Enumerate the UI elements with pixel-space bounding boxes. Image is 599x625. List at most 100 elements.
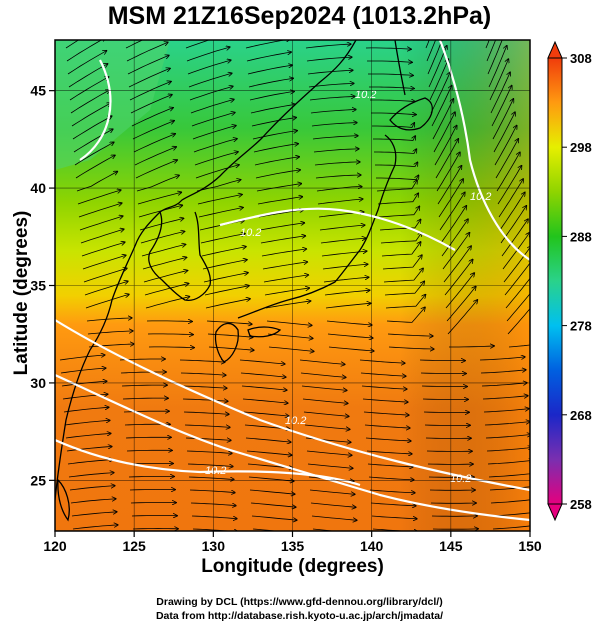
streamline: [64, 420, 110, 426]
streamline: [147, 334, 193, 335]
streamline: [239, 359, 285, 364]
streamline: [179, 360, 225, 362]
streamline: [188, 476, 234, 480]
streamline: [84, 281, 128, 296]
streamline: [126, 42, 168, 62]
streamline: [304, 424, 350, 429]
plot-area: 10.2 10.2 10.2 10.2 10.2 10.2: [55, 40, 530, 531]
streamline: [192, 528, 238, 531]
streamline: [379, 220, 421, 231]
streamline: [134, 147, 176, 166]
x-tick-label: 135: [281, 538, 305, 554]
streamline: [129, 82, 171, 101]
streamline: [135, 160, 177, 179]
streamline: [249, 489, 295, 494]
streamline: [375, 162, 418, 168]
streamline: [83, 268, 127, 283]
streamline: [488, 46, 507, 88]
streamline: [257, 197, 302, 205]
colorbar-ticks: 258 268 278 288 298 308: [562, 51, 592, 512]
streamline: [430, 72, 450, 114]
streamline: [433, 112, 455, 153]
streamline: [188, 73, 232, 88]
streamline: [482, 396, 528, 400]
x-tick-label: 150: [518, 538, 542, 554]
streamline: [443, 246, 471, 283]
streamline: [255, 170, 300, 179]
cool-northwest-region: [55, 40, 170, 170]
streamline: [369, 87, 414, 89]
streamline: [380, 233, 422, 244]
streamline: [388, 347, 434, 349]
streamline: [492, 99, 513, 140]
streamline: [243, 411, 289, 416]
streamline: [186, 450, 232, 453]
streamline: [77, 190, 121, 205]
china-coast: [55, 245, 136, 501]
streamline: [317, 199, 363, 205]
streamline: [326, 320, 372, 325]
streamline: [265, 301, 311, 309]
y-tick-label: 35: [30, 278, 46, 294]
streamline: [71, 512, 117, 517]
streamline: [508, 344, 530, 348]
streamline: [436, 152, 460, 192]
streamline: [435, 139, 458, 179]
streamline: [306, 450, 352, 455]
streamline: [250, 502, 296, 507]
streamline: [424, 425, 470, 426]
streamline: [245, 437, 291, 442]
streamline: [252, 528, 298, 531]
shikoku: [247, 326, 282, 338]
streamline: [327, 333, 373, 338]
streamline: [148, 347, 194, 348]
streamline: [79, 216, 123, 231]
streamline: [324, 290, 370, 296]
streamline: [449, 346, 494, 347]
isobar-label: 10.2: [205, 465, 226, 477]
x-axis-label: Longitude (degrees): [201, 556, 384, 577]
streamline: [133, 134, 175, 153]
streamline: [65, 40, 80, 49]
grid-lines: [55, 40, 530, 531]
streamline: [249, 91, 294, 101]
streamline: [490, 72, 510, 114]
streamline: [360, 372, 406, 376]
streamline: [429, 59, 448, 101]
streamline: [136, 175, 179, 192]
streamline: [60, 368, 106, 374]
streamline: [439, 192, 465, 231]
streamline: [487, 40, 503, 75]
x-axis: 120 125 130 135 140 145 150: [43, 531, 542, 554]
streamline: [183, 411, 229, 414]
colorbar: 258 268 278 288 298 308: [547, 40, 592, 522]
streamline: [127, 463, 173, 464]
sakhalin: [394, 40, 406, 96]
streamline: [75, 155, 115, 179]
streamline: [325, 303, 371, 309]
streamline: [368, 476, 414, 480]
streamline: [384, 281, 424, 296]
streamline: [305, 44, 351, 49]
streamline: [377, 193, 418, 205]
streamline: [312, 528, 358, 531]
streamline: [186, 47, 230, 62]
streamline: [432, 99, 453, 140]
streamline: [381, 242, 421, 257]
streamline: [250, 104, 295, 114]
streamline: [197, 195, 242, 205]
streamline: [202, 260, 247, 270]
streamline: [70, 499, 116, 504]
streamline: [504, 260, 530, 296]
streamline: [268, 346, 314, 351]
streamline: [437, 166, 462, 205]
streamline: [262, 262, 307, 270]
streamline: [87, 331, 133, 335]
streamline: [260, 236, 305, 244]
streamline: [496, 152, 520, 192]
streamline: [503, 246, 530, 283]
streamline: [146, 321, 192, 322]
streamline: [480, 370, 526, 374]
streamline: [361, 385, 407, 389]
